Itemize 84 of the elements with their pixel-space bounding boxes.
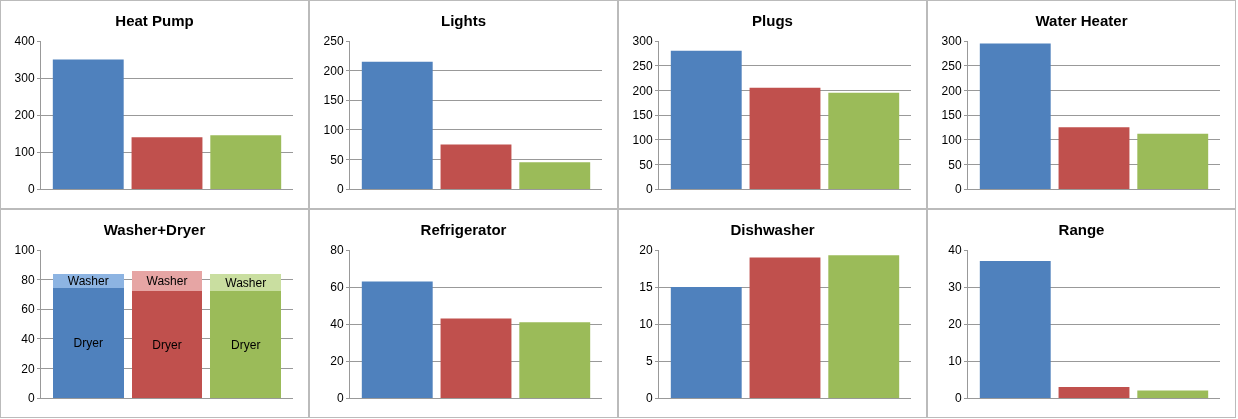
bar [979, 261, 1051, 398]
bar [828, 92, 900, 189]
bar [979, 43, 1051, 189]
y-tick-label: 20 [639, 243, 653, 258]
y-tick-label: 250 [323, 34, 344, 49]
y-tick-label: 100 [14, 145, 35, 160]
y-tick-label: 150 [632, 108, 653, 123]
y-tick-label: 80 [21, 272, 35, 287]
y-tick-label: 40 [21, 332, 35, 346]
bar [749, 257, 821, 398]
chart-title: Lights [441, 11, 486, 29]
bar [210, 291, 282, 398]
bar [1137, 390, 1209, 398]
y-tick-label: 300 [941, 34, 962, 49]
bar [440, 318, 512, 398]
y-tick-label: 40 [330, 317, 344, 332]
series-label: Washer [67, 274, 109, 289]
y-tick-label: 200 [941, 83, 962, 98]
y-tick-label: 10 [639, 317, 653, 332]
y-tick-label: 50 [639, 157, 653, 172]
bar [670, 287, 742, 398]
y-tick-label: 100 [14, 243, 35, 258]
bar [749, 87, 821, 189]
bar [519, 162, 591, 189]
y-tick-label: 0 [645, 391, 653, 406]
y-tick-label: 100 [632, 132, 653, 147]
bar [361, 61, 433, 189]
y-tick-label: 40 [948, 243, 962, 258]
y-tick-label: 60 [330, 280, 344, 295]
bar [52, 59, 124, 189]
y-tick-label: 20 [948, 317, 962, 332]
chart-title: Washer+Dryer [103, 220, 206, 238]
y-tick-label: 100 [323, 123, 344, 137]
y-tick-label: 250 [632, 58, 653, 73]
y-tick-label: 150 [323, 93, 344, 108]
y-tick-label: 0 [336, 182, 344, 197]
chart-title: Range [1058, 220, 1105, 238]
text: Washer [225, 275, 267, 290]
text: Dryer [73, 336, 103, 351]
y-tick-label: 5 [645, 354, 653, 369]
y-tick-label: 80 [330, 243, 344, 258]
y-tick-label: 30 [948, 280, 962, 295]
y-tick-label: 250 [941, 58, 962, 73]
y-tick-label: 20 [21, 361, 35, 376]
series-label: Dryer [231, 337, 261, 352]
chart-title: Dishwasher [730, 220, 815, 238]
y-tick-label: 200 [323, 63, 344, 78]
bar [440, 144, 512, 189]
y-tick-label: 200 [14, 108, 35, 123]
text: Dryer [152, 337, 182, 352]
bar [1058, 127, 1130, 189]
bar [1058, 386, 1130, 398]
y-tick-label: 15 [639, 280, 653, 295]
y-tick-label: 300 [632, 34, 653, 49]
y-tick-label: 0 [27, 391, 35, 406]
bar [131, 137, 203, 189]
y-tick-label: 100 [941, 132, 962, 147]
y-tick-label: 0 [954, 391, 962, 406]
y-tick-label: 0 [954, 182, 962, 197]
y-tick-label: 60 [21, 302, 35, 317]
bar [670, 50, 742, 189]
y-tick-label: 200 [632, 83, 653, 98]
y-tick-label: 150 [941, 108, 962, 123]
y-tick-label: 400 [14, 34, 35, 49]
bar [131, 291, 203, 398]
y-tick-label: 0 [336, 391, 344, 406]
bar [828, 255, 900, 398]
y-tick-label: 50 [948, 157, 962, 172]
chart-title: Refrigerator [420, 220, 507, 238]
y-tick-label: 0 [645, 182, 653, 197]
chart-title: Water Heater [1035, 11, 1128, 29]
chart-title: Plugs [752, 11, 793, 29]
chart-title: Heat Pump [115, 11, 194, 29]
y-tick-label: 10 [948, 354, 962, 369]
y-tick-label: 50 [330, 152, 344, 167]
bar [1137, 133, 1209, 189]
y-tick-label: 20 [330, 354, 344, 369]
bar [52, 288, 124, 398]
bar [519, 322, 591, 398]
bar [361, 281, 433, 398]
bar [210, 135, 282, 189]
y-tick-label: 0 [27, 182, 35, 197]
text: Washer [146, 274, 188, 289]
y-tick-label: 300 [14, 71, 35, 86]
